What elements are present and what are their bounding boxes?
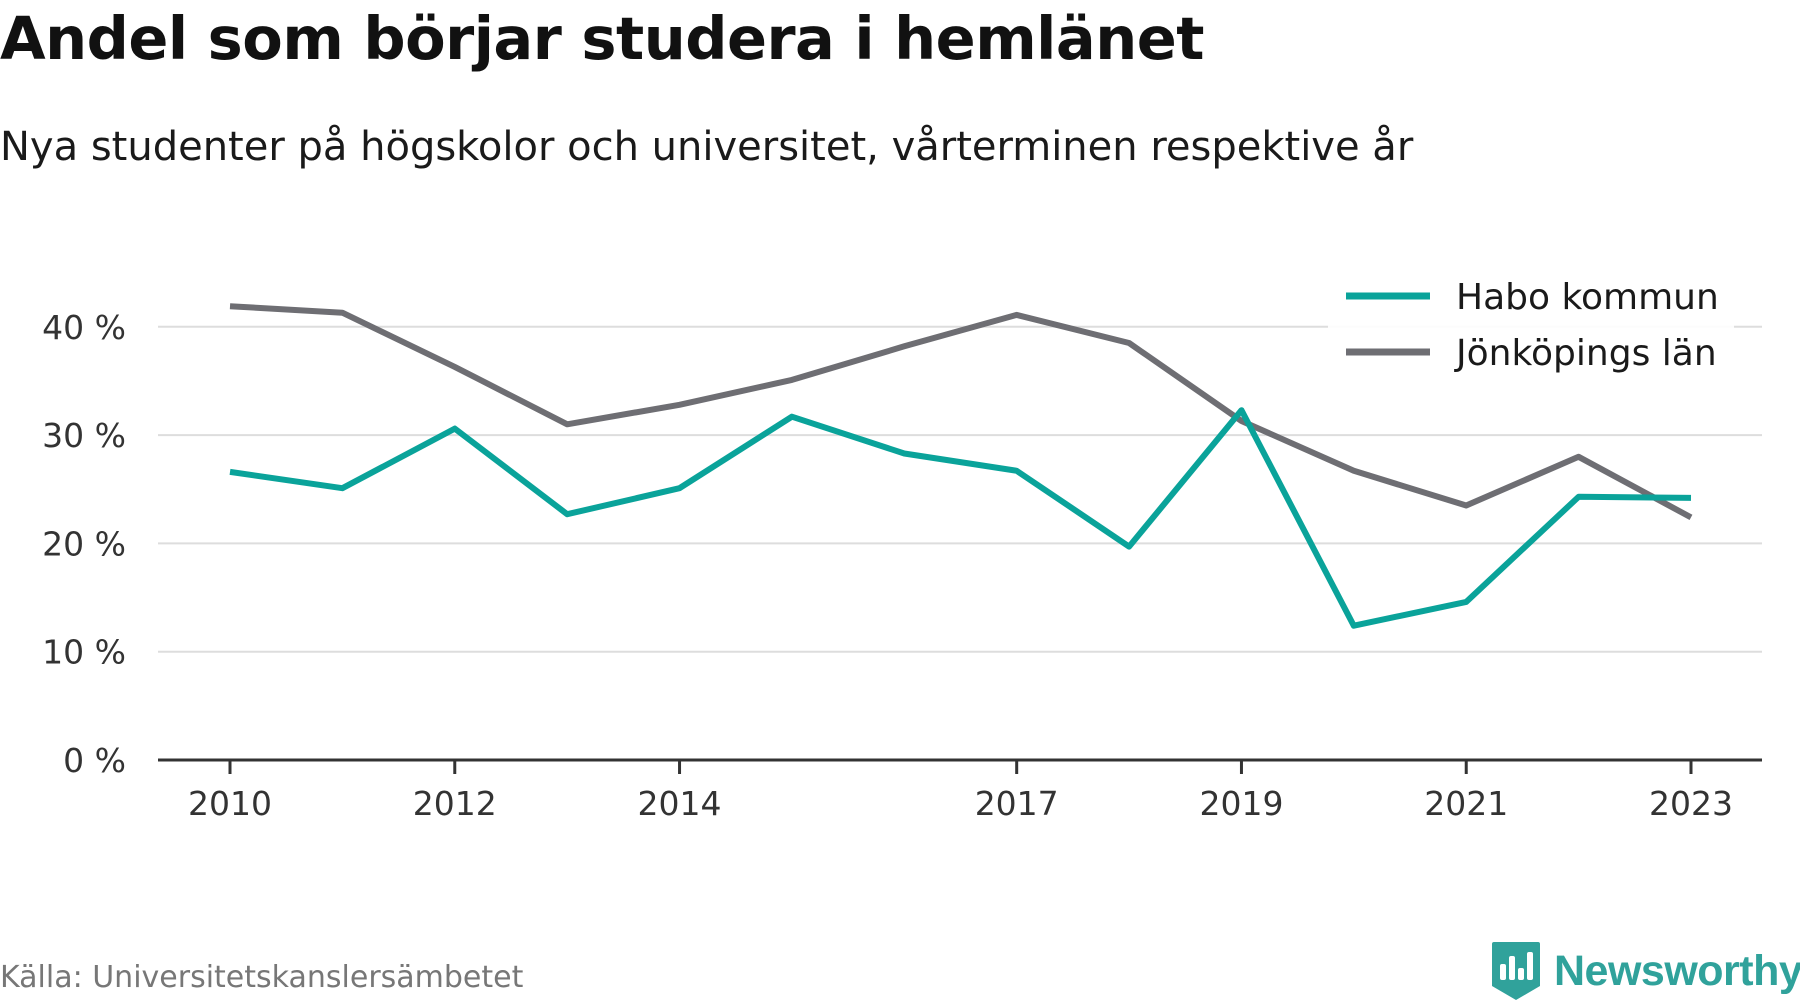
series-lines bbox=[229, 303, 1693, 629]
y-tick-label: 20 % bbox=[42, 524, 126, 563]
brand-name: Newsworthy bbox=[1554, 946, 1800, 995]
x-tick-label: 2010 bbox=[188, 784, 272, 823]
y-tick-label: 40 % bbox=[42, 308, 126, 347]
x-tick-label: 2014 bbox=[638, 784, 722, 823]
series-line-jonkopings-lan bbox=[229, 303, 1693, 521]
newsworthy-logo-icon bbox=[1492, 942, 1540, 1000]
legend-label: Habo kommun bbox=[1456, 277, 1719, 318]
x-tick-label: 2017 bbox=[975, 784, 1059, 823]
chart-subtitle: Nya studenter på högskolor och universit… bbox=[0, 124, 1414, 170]
x-axis: 2010 2012 2014 2017 2019 2021 2023 bbox=[158, 758, 1762, 823]
x-tick-label: 2019 bbox=[1199, 784, 1283, 823]
y-tick-label: 30 % bbox=[42, 416, 126, 455]
grid-lines bbox=[158, 325, 1762, 653]
y-tick-label: 10 % bbox=[42, 633, 126, 672]
series-line-habo-kommun bbox=[229, 407, 1692, 629]
legend: Habo kommun Jönköpings län bbox=[1328, 266, 1734, 374]
chart-title: Andel som börjar studera i hemlänet bbox=[0, 4, 1204, 73]
y-tick-label: 0 % bbox=[63, 741, 126, 780]
x-tick-label: 2012 bbox=[413, 784, 497, 823]
y-axis-labels: 0 % 10 % 20 % 30 % 40 % bbox=[42, 308, 126, 780]
source-note: Källa: Universitetskanslersämbetet bbox=[0, 960, 524, 995]
x-tick-label: 2023 bbox=[1649, 784, 1733, 823]
x-tick-label: 2021 bbox=[1424, 784, 1508, 823]
brand-logo: Newsworthy bbox=[1490, 936, 1800, 1006]
legend-label: Jönköpings län bbox=[1454, 333, 1717, 374]
